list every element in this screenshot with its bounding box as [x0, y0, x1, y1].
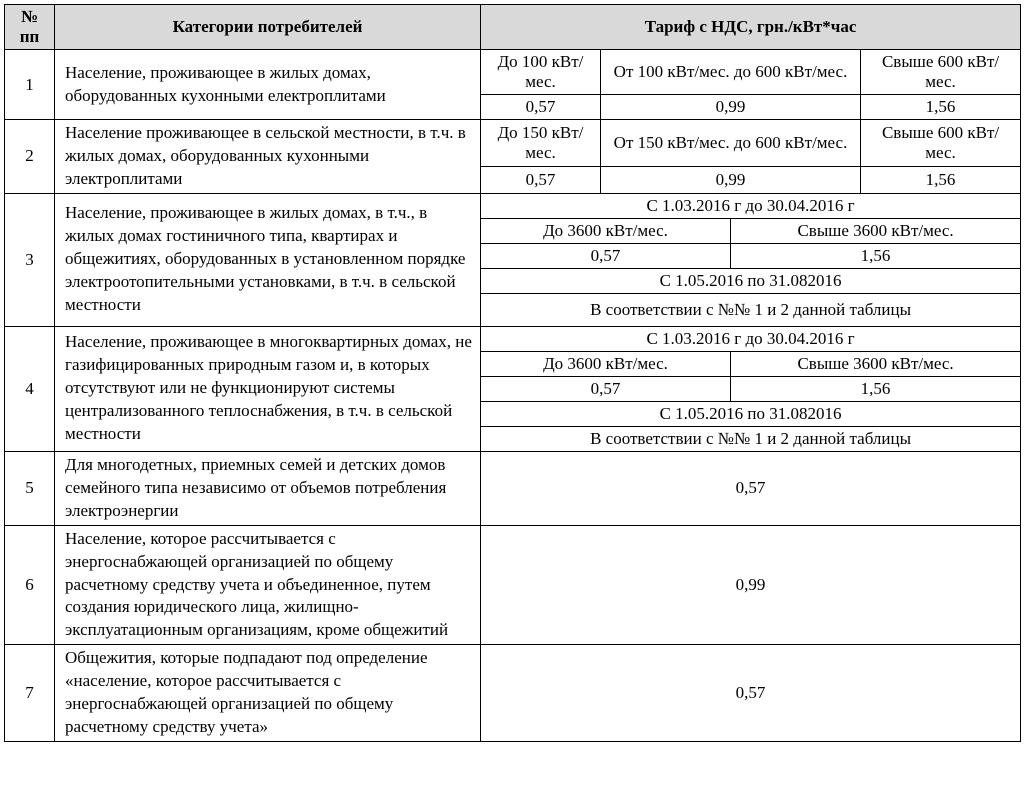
table-row: 3 Население, проживающее в жилых домах, … — [5, 193, 1021, 218]
tier-value: 0,99 — [601, 167, 861, 193]
row-category: Население, проживающее в жилых домах, в … — [55, 193, 481, 326]
tier-label: Свыше 3600 кВт/мес. — [731, 218, 1021, 243]
tier-label: Свыше 600 кВт/мес. — [861, 50, 1021, 95]
period-label: С 1.03.2016 г до 30.04.2016 г — [481, 326, 1021, 351]
row-num: 2 — [5, 120, 55, 194]
header-row: № пп Категории потребителей Тариф с НДС,… — [5, 5, 1021, 50]
header-tariff: Тариф с НДС, грн./кВт*час — [481, 5, 1021, 50]
period-label: С 1.05.2016 по 31.082016 — [481, 268, 1021, 293]
note: В соответствии с №№ 1 и 2 данной таблицы — [481, 293, 1021, 326]
table-row: 6 Население, которое рассчитывается с эн… — [5, 525, 1021, 645]
tier-label: Свыше 3600 кВт/мес. — [731, 351, 1021, 376]
tier-label: Свыше 600 кВт/мес. — [861, 120, 1021, 167]
row-num: 3 — [5, 193, 55, 326]
row-category: Население, проживающее в многоквартирных… — [55, 326, 481, 451]
tariff-table: № пп Категории потребителей Тариф с НДС,… — [4, 4, 1021, 742]
tier-value: 1,56 — [861, 95, 1021, 120]
table-row: 1 Население, проживающее в жилых домах, … — [5, 50, 1021, 95]
tier-value: 1,56 — [861, 167, 1021, 193]
tier-label: До 150 кВт/мес. — [481, 120, 601, 167]
header-num: № пп — [5, 5, 55, 50]
row-category: Общежития, которые подпадают под определ… — [55, 645, 481, 742]
table-row: 4 Население, проживающее в многоквартирн… — [5, 326, 1021, 351]
note: В соответствии с №№ 1 и 2 данной таблицы — [481, 426, 1021, 451]
tier-value: 1,56 — [731, 243, 1021, 268]
row-num: 4 — [5, 326, 55, 451]
table-row: 2 Население проживающее в сельской местн… — [5, 120, 1021, 167]
tier-label: От 150 кВт/мес. до 600 кВт/мес. — [601, 120, 861, 167]
row-category: Население проживающее в сельской местнос… — [55, 120, 481, 194]
row-num: 7 — [5, 645, 55, 742]
tier-value: 0,57 — [481, 95, 601, 120]
period-label: С 1.03.2016 г до 30.04.2016 г — [481, 193, 1021, 218]
row-num: 1 — [5, 50, 55, 120]
single-value: 0,99 — [481, 525, 1021, 645]
row-category: Население, проживающее в жилых домах, об… — [55, 50, 481, 120]
single-value: 0,57 — [481, 645, 1021, 742]
tier-value: 0,99 — [601, 95, 861, 120]
period-label: С 1.05.2016 по 31.082016 — [481, 401, 1021, 426]
tier-label: До 100 кВт/мес. — [481, 50, 601, 95]
single-value: 0,57 — [481, 451, 1021, 525]
row-category: Для многодетных, приемных семей и детски… — [55, 451, 481, 525]
tier-value: 1,56 — [731, 376, 1021, 401]
row-num: 6 — [5, 525, 55, 645]
header-category: Категории потребителей — [55, 5, 481, 50]
tier-label: До 3600 кВт/мес. — [481, 218, 731, 243]
table-row: 7 Общежития, которые подпадают под опред… — [5, 645, 1021, 742]
tier-value: 0,57 — [481, 167, 601, 193]
tier-value: 0,57 — [481, 243, 731, 268]
tier-label: От 100 кВт/мес. до 600 кВт/мес. — [601, 50, 861, 95]
tier-label: До 3600 кВт/мес. — [481, 351, 731, 376]
tier-value: 0,57 — [481, 376, 731, 401]
row-num: 5 — [5, 451, 55, 525]
row-category: Население, которое рассчитывается с энер… — [55, 525, 481, 645]
table-row: 5 Для многодетных, приемных семей и детс… — [5, 451, 1021, 525]
